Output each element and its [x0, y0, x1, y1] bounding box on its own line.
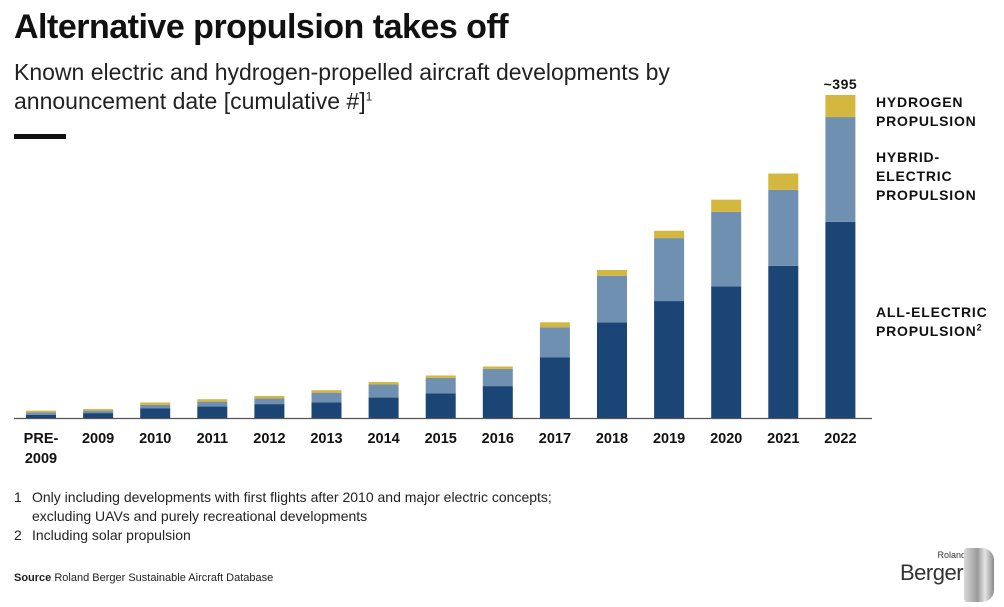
title-underline: [14, 134, 66, 139]
legend-hydrogen: HYDROGEN PROPULSION: [876, 94, 977, 129]
bar-segment-all-electric: [482, 386, 513, 418]
footnote-text: Only including developments with first f…: [32, 489, 552, 524]
bar-segment-hybrid-electric: [83, 410, 114, 414]
legend-hybrid-electric: HYBRID- ELECTRIC PROPULSION: [876, 149, 977, 203]
logo-big-text: Berger: [900, 560, 964, 585]
bar-segment-hybrid-electric: [368, 384, 399, 398]
bar-segment-hydrogen: [597, 269, 627, 276]
x-tick-label: 2013: [310, 431, 342, 447]
bar-segment-hybrid-electric: [140, 404, 171, 409]
subtitle-text: Known electric and hydrogen-propelled ai…: [14, 59, 670, 114]
footnote-1: 1 Only including developments with first…: [14, 488, 552, 526]
bar-segment-hybrid-electric: [26, 412, 56, 415]
legend-footnote-ref: 2: [976, 322, 983, 333]
footnotes: 1 Only including developments with first…: [14, 488, 552, 545]
footnote-text: Including solar propulsion: [32, 527, 191, 543]
bar-segment-hydrogen: [768, 173, 799, 190]
bar-segment-hybrid-electric: [311, 392, 342, 403]
x-tick-label: 2015: [425, 431, 457, 447]
bar-segment-all-electric: [197, 406, 228, 418]
x-tick-label: PRE-: [24, 431, 59, 447]
x-tick-label: 2020: [710, 431, 742, 447]
bar-segment-all-electric: [26, 414, 56, 418]
bar-segment-all-electric: [825, 221, 856, 418]
footnote-number: 1: [14, 489, 22, 505]
bar-segment-hydrogen: [83, 409, 114, 411]
bar-segment-hybrid-electric: [654, 238, 685, 302]
bar-segment-all-electric: [368, 397, 399, 418]
bar-segment-hybrid-electric: [711, 211, 742, 287]
bar-segment-hybrid-electric: [597, 275, 627, 323]
logo-mark-icon: [964, 548, 994, 602]
bar-segment-hydrogen: [711, 199, 742, 212]
bar-segment-hydrogen: [539, 322, 570, 328]
bar-segment-all-electric: [597, 322, 627, 418]
x-tick-label: 2021: [767, 431, 799, 447]
source-label: Source: [14, 572, 52, 584]
x-tick-label: 2009: [25, 451, 57, 467]
total-annotation: ~395: [824, 76, 858, 92]
bar-segment-hybrid-electric: [768, 189, 799, 266]
bar-segment-hydrogen: [254, 395, 285, 399]
bar-segment-all-electric: [654, 301, 685, 418]
bar-segment-hybrid-electric: [254, 398, 285, 405]
bar-segment-hydrogen: [654, 230, 685, 239]
footnote-number: 2: [14, 527, 22, 543]
x-tick-label: 2009: [82, 431, 114, 447]
bar-segment-all-electric: [140, 408, 171, 418]
x-tick-label: 2019: [653, 431, 685, 447]
chart-subtitle: Known electric and hydrogen-propelled ai…: [14, 58, 774, 116]
x-tick-label: 2022: [824, 431, 856, 447]
bar-segment-all-electric: [311, 402, 342, 418]
bar-segment-hydrogen: [825, 95, 856, 118]
legend-all-electric-text: ALL-ELECTRIC PROPULSION: [876, 304, 988, 339]
chart-title: Alternative propulsion takes off: [14, 8, 509, 46]
bar-segment-hydrogen: [311, 390, 342, 393]
bar-segment-hybrid-electric: [539, 327, 570, 358]
source-note: Source Roland Berger Sustainable Aircraf…: [14, 572, 273, 584]
bar-segment-hybrid-electric: [482, 368, 513, 387]
x-tick-label: 2017: [539, 431, 571, 447]
bar-segment-hydrogen: [482, 366, 513, 369]
bar-segment-hydrogen: [26, 410, 56, 413]
logo-small-text: Roland: [937, 550, 966, 560]
bar-segment-all-electric: [711, 286, 742, 418]
footnote-2: 2 Including solar propulsion: [14, 526, 552, 545]
bar-segment-hybrid-electric: [425, 377, 456, 394]
x-tick-label: 2018: [596, 431, 628, 447]
bar-segment-hydrogen: [140, 402, 171, 405]
x-tick-label: 2010: [139, 431, 171, 447]
x-tick-label: 2016: [482, 431, 514, 447]
roland-berger-logo: Roland Berger: [900, 548, 1000, 604]
x-tick-label: 2014: [367, 431, 399, 447]
bar-segment-hydrogen: [425, 375, 456, 378]
bar-segment-all-electric: [425, 393, 456, 418]
x-tick-label: 2011: [197, 431, 228, 447]
bar-segment-hybrid-electric: [825, 117, 856, 222]
x-tick-label: 2012: [253, 431, 285, 447]
bar-segment-all-electric: [539, 357, 570, 418]
bar-segment-all-electric: [768, 265, 799, 418]
bar-segment-hydrogen: [197, 399, 228, 402]
bar-segment-hydrogen: [368, 382, 399, 385]
source-text: Roland Berger Sustainable Aircraft Datab…: [54, 572, 274, 584]
bar-segment-all-electric: [83, 413, 114, 418]
bar-segment-hybrid-electric: [197, 401, 228, 407]
subtitle-footnote-ref: 1: [365, 89, 373, 104]
bar-segment-all-electric: [254, 404, 285, 418]
legend-all-electric: ALL-ELECTRIC PROPULSION2: [876, 303, 987, 341]
